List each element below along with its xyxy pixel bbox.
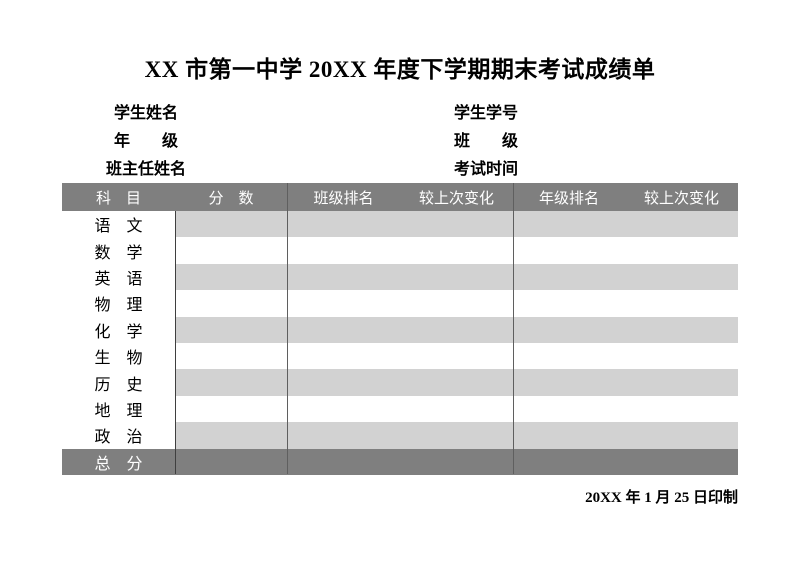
header-cell-grade-change: 较上次变化: [643, 189, 719, 207]
info-row: 学生学号: [442, 97, 530, 125]
subject-cell: 语 文: [62, 211, 175, 238]
grade-change-cell: [625, 448, 738, 475]
info-row: 考试时间: [442, 153, 530, 181]
score-table: 科 目 分 数 班级排名 较上次变化 年级排名 较上次变化 语 文 数 学 英 …: [62, 183, 738, 475]
column-divider: [287, 183, 288, 474]
table-row: 数 学: [62, 237, 738, 264]
print-date: 20XX 年 1 月 25 日印制: [585, 490, 738, 506]
grade-rank-cell: [513, 263, 625, 291]
score-cell: [175, 422, 287, 449]
student-name-label: 学生姓名: [113, 105, 178, 122]
subject-cell: 总 分: [62, 448, 175, 475]
grade-change-cell: [625, 395, 738, 423]
class-change-cell: [400, 395, 513, 423]
table-body: 语 文 数 学 英 语 物 理: [62, 211, 738, 475]
score-cell: [175, 369, 287, 396]
class-change-cell: [400, 237, 513, 264]
score-cell: [175, 448, 287, 475]
table-row: 英 语: [62, 263, 738, 291]
table-row: 生 物: [62, 342, 738, 370]
table-row: 历 史: [62, 369, 738, 396]
class-change-cell: [400, 422, 513, 449]
score-cell: [175, 290, 287, 317]
class-label: 班 级: [453, 133, 518, 150]
score-cell: [175, 316, 287, 343]
class-rank-cell: [287, 237, 400, 264]
class-rank-cell: [287, 369, 400, 396]
class-change-cell: [400, 290, 513, 317]
info-row: 班主任姓名: [102, 153, 190, 181]
score-cell: [175, 342, 287, 370]
grade-change-cell: [625, 342, 738, 370]
header-cell-score: 分 数: [208, 189, 254, 207]
info-row: 年 级: [102, 125, 190, 153]
grade-change-cell: [625, 369, 738, 396]
subject-cell: 物 理: [62, 290, 175, 317]
grade-rank-cell: [513, 422, 625, 449]
table-row: 物 理: [62, 290, 738, 317]
score-cell: [175, 263, 287, 291]
class-rank-cell: [287, 422, 400, 449]
class-change-cell: [400, 316, 513, 343]
grade-rank-cell: [513, 448, 625, 475]
subject-cell: 生 物: [62, 342, 175, 370]
grade-label: 年 级: [113, 133, 178, 150]
grade-rank-cell: [513, 237, 625, 264]
class-change-cell: [400, 211, 513, 238]
subject-cell: 数 学: [62, 237, 175, 264]
grade-change-cell: [625, 211, 738, 238]
total-row: 总 分: [62, 448, 738, 475]
subject-cell: 地 理: [62, 395, 175, 423]
score-cell: [175, 395, 287, 423]
info-row: 班 级: [442, 125, 530, 153]
column-divider: [174, 211, 176, 474]
subject-cell: 英 语: [62, 263, 175, 291]
student-id-label: 学生学号: [453, 105, 518, 122]
table-row: 化 学: [62, 316, 738, 343]
grade-rank-cell: [513, 342, 625, 370]
grade-rank-cell: [513, 369, 625, 396]
class-change-cell: [400, 448, 513, 475]
class-change-cell: [400, 342, 513, 370]
class-rank-cell: [287, 342, 400, 370]
class-rank-cell: [287, 395, 400, 423]
class-rank-cell: [287, 448, 400, 475]
grade-rank-cell: [513, 316, 625, 343]
grade-change-cell: [625, 290, 738, 317]
grade-rank-cell: [513, 211, 625, 238]
subject-cell: 政 治: [62, 422, 175, 449]
grade-rank-cell: [513, 290, 625, 317]
info-column-right: 学生学号 班 级 考试时间: [442, 97, 530, 181]
score-cell: [175, 237, 287, 264]
info-row: 学生姓名: [102, 97, 190, 125]
class-rank-cell: [287, 211, 400, 238]
score-cell: [175, 211, 287, 238]
grade-change-cell: [625, 316, 738, 343]
class-rank-cell: [287, 263, 400, 291]
grade-change-cell: [625, 422, 738, 449]
header-cell-grade-rank: 年级排名: [538, 189, 599, 207]
subject-cell: 化 学: [62, 316, 175, 343]
table-row: 政 治: [62, 422, 738, 449]
header-cell-class-change: 较上次变化: [418, 189, 494, 207]
info-column-left: 学生姓名 年 级 班主任姓名: [102, 97, 190, 181]
class-change-cell: [400, 369, 513, 396]
header-cell-subject: 科 目: [95, 189, 141, 207]
grade-change-cell: [625, 263, 738, 291]
class-rank-cell: [287, 316, 400, 343]
grade-change-cell: [625, 237, 738, 264]
exam-time-label: 考试时间: [453, 161, 518, 178]
table-row: 语 文: [62, 211, 738, 238]
page-title: XX 市第一中学 20XX 年度下学期期末考试成绩单: [144, 57, 656, 82]
table-header-row: 科 目 分 数 班级排名 较上次变化 年级排名 较上次变化: [62, 183, 738, 211]
subject-cell: 历 史: [62, 369, 175, 396]
column-divider: [512, 183, 514, 474]
head-teacher-label: 班主任姓名: [105, 161, 186, 178]
class-change-cell: [400, 263, 513, 291]
table-row: 地 理: [62, 395, 738, 423]
grade-rank-cell: [513, 395, 625, 423]
class-rank-cell: [287, 290, 400, 317]
header-cell-class-rank: 班级排名: [313, 189, 374, 207]
